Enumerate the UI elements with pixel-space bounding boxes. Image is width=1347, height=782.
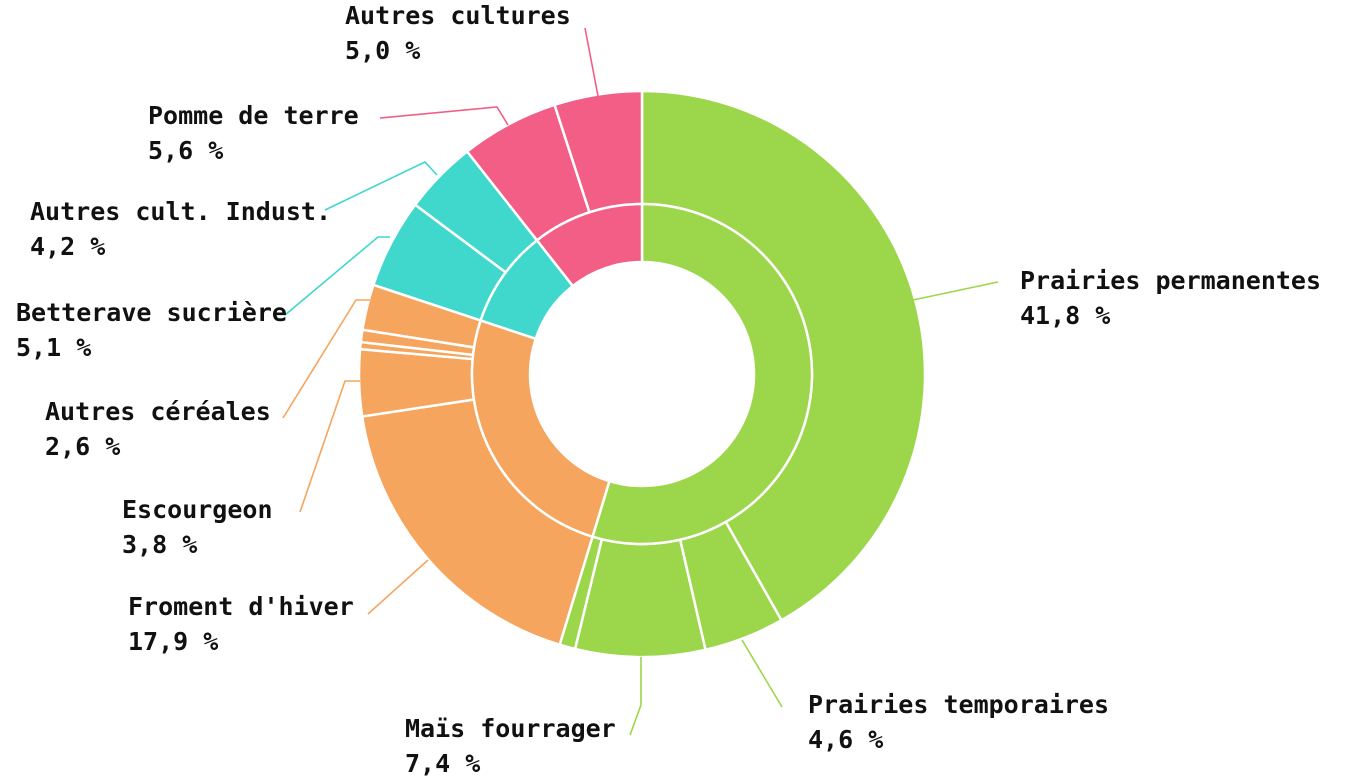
segment-value-label: 41,8 % [1020,301,1110,330]
leader-line [741,639,783,708]
segment-value-label: 5,1 % [16,333,91,362]
leader-line [379,106,509,126]
leader-line [629,657,642,736]
segment-label: Prairies permanentes [1020,266,1321,295]
leader-line [367,559,429,615]
segment-label: Maïs fourrager [405,714,616,743]
segment-value-label: 3,8 % [122,530,197,559]
segment-value-label: 2,6 % [45,432,120,461]
leader-line [284,236,390,316]
segment-value-label: 5,6 % [148,136,223,165]
inner-segment [535,202,644,288]
leader-line [299,380,360,513]
segment-value-label: 5,0 % [345,36,420,65]
leader-line [912,281,999,301]
segment-label: Pomme de terre [148,101,359,130]
leader-line [584,27,599,97]
inner-segment [590,202,814,546]
segment-label: Autres céréales [45,397,271,426]
segment-value-label: 7,4 % [405,749,480,778]
segment-label: Escourgeon [122,495,273,524]
segment-value-label: 17,9 % [128,627,218,656]
segment-label: Autres cultures [345,1,571,30]
segment-label: Autres cult. Indust. [30,197,331,226]
segment-value-label: 4,2 % [30,232,105,261]
segment-value-label: 4,6 % [808,725,883,754]
leader-line [282,299,370,419]
segment-label: Betterave sucrière [16,298,287,327]
segment-label: Prairies temporaires [808,690,1109,719]
leader-line [324,161,438,211]
segment-label: Froment d'hiver [128,592,354,621]
